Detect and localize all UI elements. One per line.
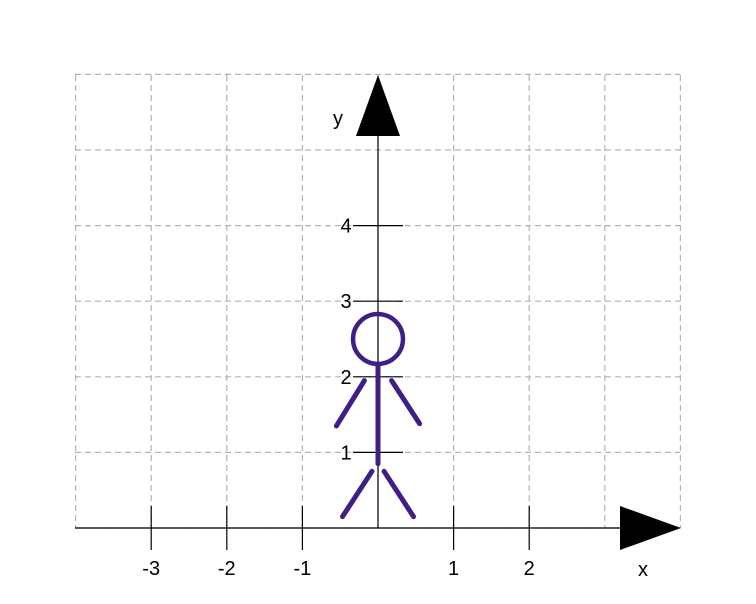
y-tick-label: 3 [340, 291, 351, 313]
y-tick-label: 4 [340, 216, 351, 238]
stick-figure-right-arm [389, 378, 423, 427]
stick-figure [333, 311, 423, 520]
ticks: -3 -2 -1 1 2 1 2 3 4 [142, 216, 534, 580]
stick-figure-left-leg [339, 468, 375, 520]
y-tick-label: 2 [340, 367, 351, 389]
stick-figure-left-arm [333, 378, 367, 429]
x-tick-label: -2 [218, 558, 236, 580]
x-tick-label: 1 [448, 558, 459, 580]
x-tick-label: -3 [142, 558, 160, 580]
x-axis-arrowhead [620, 506, 681, 550]
y-axis-arrowhead [356, 75, 400, 136]
axes: x y [75, 75, 681, 581]
stick-figure-right-leg [381, 468, 417, 520]
x-tick-label: 2 [524, 558, 535, 580]
y-axis-label: y [333, 108, 343, 130]
y-tick-label: 1 [340, 442, 351, 464]
x-tick-label: -1 [294, 558, 312, 580]
x-axis-label: x [638, 559, 648, 581]
